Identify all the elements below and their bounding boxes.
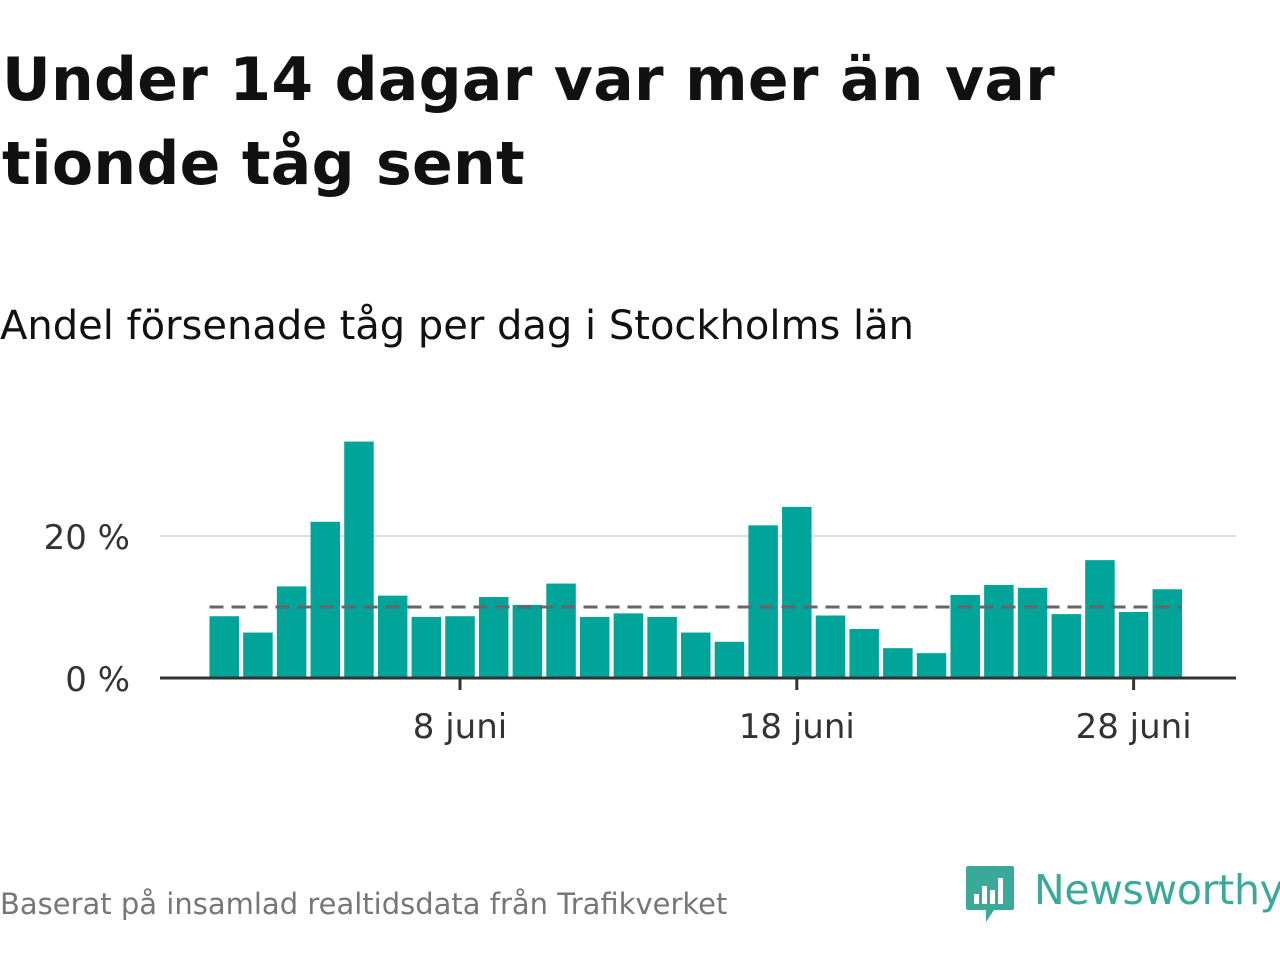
chart-title: Under 14 dagar var mer än var tionde tåg… [2, 45, 1056, 199]
brand-name: Newsworthy [1034, 866, 1280, 914]
bar [714, 641, 745, 678]
bar [1152, 589, 1183, 678]
bar [411, 616, 442, 678]
bar [950, 594, 980, 678]
bar [478, 597, 509, 678]
x-tick-label: 28 juni [1076, 707, 1192, 747]
x-tick-label: 8 juni [413, 707, 507, 747]
chart-subtitle: Andel försenade tåg per dag i Stockholms… [0, 303, 915, 349]
bar [1118, 611, 1149, 678]
bar [984, 584, 1014, 678]
bar [243, 632, 273, 678]
bar [883, 648, 913, 678]
bar [613, 613, 644, 678]
bar [546, 583, 576, 678]
bar [748, 525, 778, 678]
bar [209, 616, 239, 678]
source-note: Baserat på insamlad realtidsdata från Tr… [0, 887, 728, 921]
bar [815, 615, 846, 678]
y-tick-label: 20 % [44, 518, 130, 558]
bar [782, 506, 812, 678]
brand-logo: Newsworthy [964, 864, 1280, 926]
y-tick-label: 0 % [65, 660, 130, 700]
bar-chart: 0 % 20 % 8 juni 18 juni 28 juni [44, 441, 1236, 747]
bar [512, 604, 543, 678]
bar [377, 595, 408, 678]
bar [344, 441, 374, 678]
newsworthy-logo-icon [966, 866, 1014, 922]
bars [209, 441, 1183, 678]
bar [1017, 587, 1048, 678]
bar [681, 632, 711, 678]
bar [1085, 560, 1115, 678]
x-tick-label: 18 juni [739, 707, 855, 747]
bar [849, 629, 879, 678]
bar [310, 521, 341, 678]
bar [276, 586, 307, 678]
bar [1051, 614, 1081, 678]
bar [445, 616, 475, 678]
bar [647, 616, 677, 678]
bar [579, 616, 610, 678]
axes: 0 % 20 % 8 juni 18 juni 28 juni [44, 518, 1236, 747]
bar [916, 653, 947, 678]
